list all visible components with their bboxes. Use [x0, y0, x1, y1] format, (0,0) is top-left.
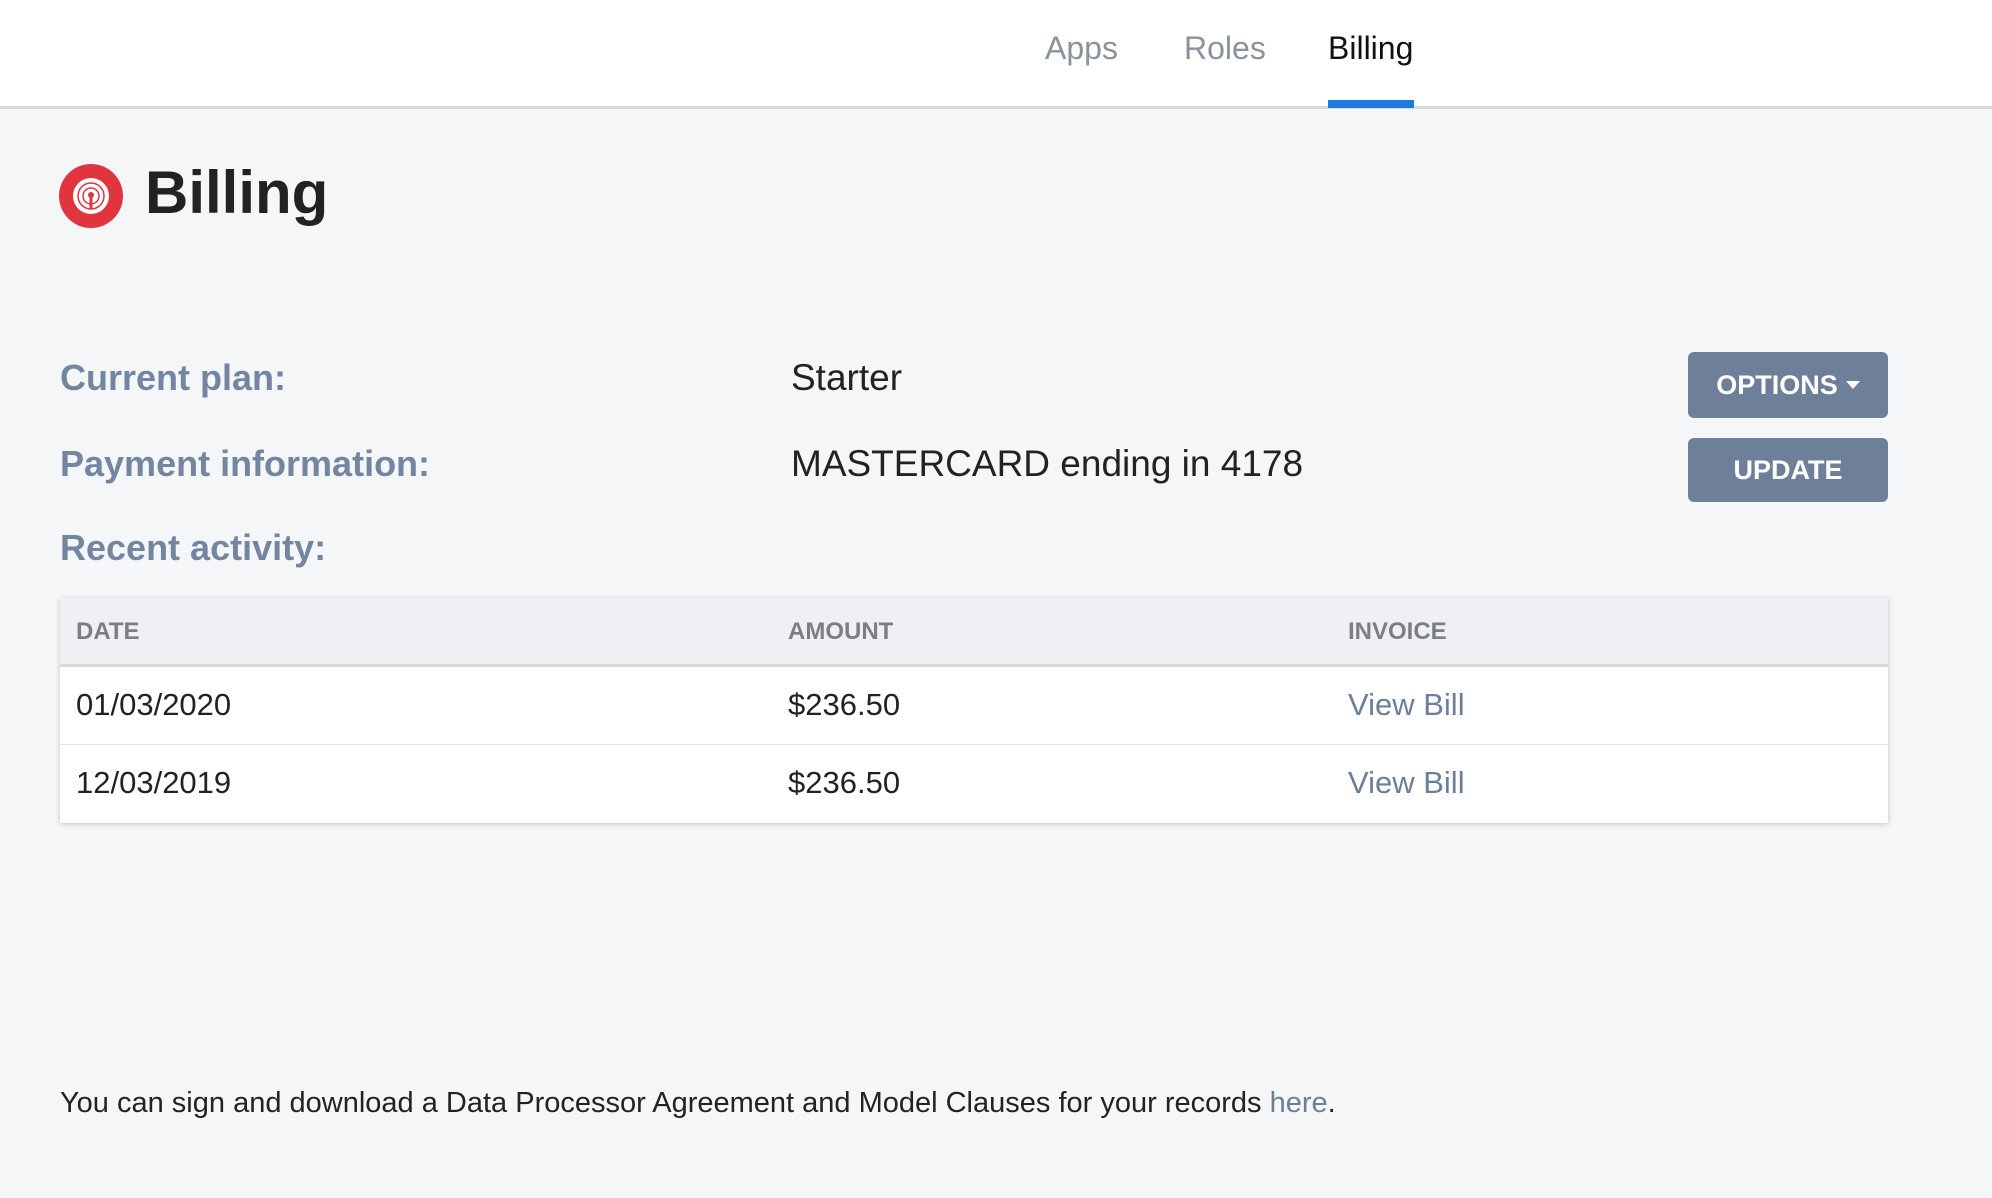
current-plan-value: Starter: [791, 357, 903, 398]
table-row: 12/03/2019 $236.50 View Bill: [60, 745, 1888, 823]
broadcast-icon: [59, 164, 123, 228]
column-header-amount: AMOUNT: [788, 618, 894, 645]
tab-roles[interactable]: Roles: [1184, 30, 1266, 66]
dpa-notice-text: You can sign and download a Data Process…: [60, 1087, 1270, 1119]
column-header-date: DATE: [76, 618, 140, 645]
payment-info-label: Payment information:: [60, 443, 431, 484]
table-header: DATE AMOUNT INVOICE: [60, 598, 1888, 667]
update-button[interactable]: UPDATE: [1688, 438, 1888, 502]
view-bill-link[interactable]: View Bill: [1348, 687, 1465, 722]
options-button[interactable]: OPTIONS: [1688, 352, 1888, 418]
amount-cell: $236.50: [788, 765, 901, 800]
activity-table: DATE AMOUNT INVOICE 01/03/2020 $236.50 V…: [60, 598, 1888, 823]
date-cell: 01/03/2020: [76, 687, 232, 722]
dpa-here-link[interactable]: here: [1269, 1087, 1328, 1119]
table-row: 01/03/2020 $236.50 View Bill: [60, 667, 1888, 745]
recent-activity-label: Recent activity:: [60, 527, 327, 568]
dpa-notice-end: .: [1327, 1087, 1336, 1119]
page-title: Billing: [145, 159, 329, 226]
tab-apps[interactable]: Apps: [1045, 30, 1118, 66]
active-tab-indicator: [1328, 100, 1414, 108]
column-header-invoice: INVOICE: [1348, 618, 1447, 645]
current-plan-label: Current plan:: [60, 357, 287, 398]
caret-down-icon: [1845, 381, 1860, 389]
view-bill-link[interactable]: View Bill: [1348, 765, 1465, 800]
dpa-notice: You can sign and download a Data Process…: [60, 1087, 1336, 1120]
payment-info-value: MASTERCARD ending in 4178: [791, 443, 1304, 484]
options-button-label: OPTIONS: [1716, 369, 1838, 400]
amount-cell: $236.50: [788, 687, 901, 722]
date-cell: 12/03/2019: [76, 765, 232, 800]
top-nav: Apps Roles Billing: [0, 0, 1992, 109]
tab-billing[interactable]: Billing: [1328, 30, 1414, 66]
update-button-label: UPDATE: [1733, 454, 1843, 485]
